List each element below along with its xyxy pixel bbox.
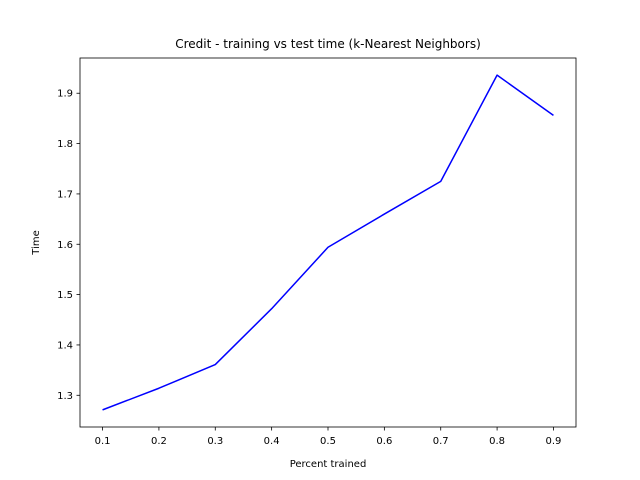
- y-tick-label: 1.6: [57, 240, 73, 251]
- x-tick-label: 0.1: [95, 436, 111, 447]
- chart-title: Credit - training vs test time (k-Neares…: [175, 37, 481, 51]
- x-tick-label: 0.8: [489, 436, 505, 447]
- x-axis-label: Percent trained: [290, 459, 367, 470]
- series-line: [102, 74, 554, 411]
- x-tick-label: 0.9: [546, 436, 562, 447]
- y-tick-label: 1.7: [57, 189, 73, 200]
- x-tick-label: 0.4: [264, 436, 280, 447]
- y-tick-label: 1.8: [57, 139, 73, 150]
- x-tick-label: 0.3: [207, 436, 223, 447]
- y-axis-label: Time: [31, 230, 42, 255]
- x-tick-label: 0.5: [320, 436, 336, 447]
- plot-frame: [79, 57, 577, 428]
- y-tick-label: 1.9: [57, 89, 73, 100]
- y-axis-ticks: 1.3 1.4 1.5 1.6 1.7 1.8 1.9: [57, 89, 80, 402]
- x-axis-ticks: 0.1 0.2 0.3 0.4 0.5 0.6 0.7 0.8 0.9: [95, 427, 562, 447]
- x-tick-label: 0.7: [433, 436, 449, 447]
- y-tick-label: 1.4: [57, 340, 73, 351]
- y-tick-label: 1.3: [57, 391, 73, 402]
- plot-background: [80, 58, 576, 427]
- x-tick-label: 0.2: [151, 436, 167, 447]
- y-tick-label: 1.5: [57, 290, 73, 301]
- series-layer: [102, 74, 554, 411]
- x-tick-label: 0.6: [376, 436, 392, 447]
